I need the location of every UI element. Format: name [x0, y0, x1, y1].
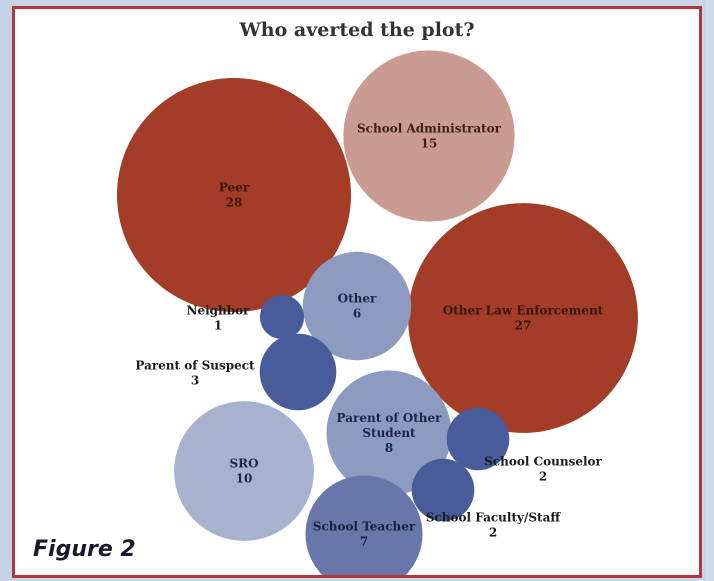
bubble-value-school-counselor: 2 — [539, 470, 547, 484]
bubble-value-sro: 10 — [236, 472, 253, 486]
bubble-label-parent-of-other-student: Student — [362, 426, 416, 440]
bubble-label-school-teacher: School Teacher — [313, 520, 416, 534]
bubble-value-neighbor: 1 — [214, 319, 222, 333]
bubble-school-counselor — [446, 407, 510, 471]
bubble-school-faculty-staff — [411, 458, 475, 522]
bubble-label-parent-of-other-student: Parent of Other — [337, 411, 443, 425]
bubble-sro — [174, 401, 314, 541]
bubble-label-school-counselor: School Counselor — [484, 455, 602, 469]
bubble-value-other: 6 — [353, 307, 361, 321]
bubble-school-administrator — [343, 50, 515, 222]
figure-caption: Figure 2 — [33, 537, 136, 562]
bubble-label-school-faculty-staff: School Faculty/Staff — [426, 511, 562, 525]
bubble-label-neighbor: Neighbor — [187, 304, 251, 318]
bubble-parent-of-suspect — [259, 333, 337, 411]
bubble-school-teacher — [305, 475, 423, 575]
bubble-value-other-law-enforcement: 27 — [515, 319, 532, 333]
bubble-value-parent-of-suspect: 3 — [191, 374, 199, 388]
bubble-label-peer: Peer — [219, 181, 250, 195]
bubble-value-school-administrator: 15 — [421, 137, 438, 151]
background-right-stripe — [706, 0, 714, 581]
bubble-label-school-administrator: School Administrator — [357, 122, 502, 136]
figure-frame: Who averted the plot? Peer 28 School Admin… — [12, 6, 702, 578]
chart-title: Who averted the plot? — [239, 19, 475, 41]
bubble-value-school-teacher: 7 — [360, 535, 368, 549]
bubble-other — [302, 251, 412, 361]
bubble-peer — [117, 78, 351, 312]
bubble-neighbor — [259, 294, 305, 340]
bubble-other-law-enforcement — [408, 203, 638, 433]
bubble-label-parent-of-suspect: Parent of Suspect — [135, 359, 255, 373]
bubble-value-school-faculty-staff: 2 — [489, 526, 497, 540]
background-left-stripe — [0, 0, 12, 581]
bubble-parent-of-other-student — [326, 370, 452, 496]
bubble-label-other-law-enforcement: Other Law Enforcement — [443, 304, 604, 318]
bubble-label-other: Other — [338, 292, 377, 306]
bubble-value-parent-of-other-student: 8 — [385, 441, 393, 455]
bubble-value-peer: 28 — [226, 196, 243, 210]
bubble-label-sro: SRO — [229, 457, 258, 471]
